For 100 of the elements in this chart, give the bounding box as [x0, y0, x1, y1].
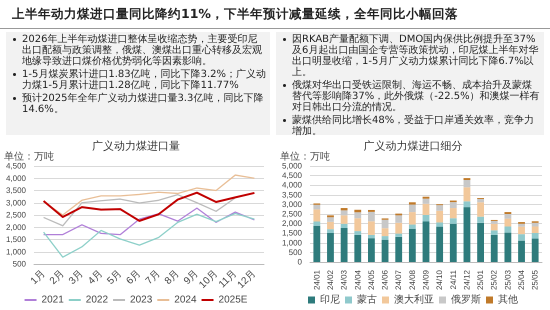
bar [340, 228, 348, 262]
bar [464, 187, 470, 202]
x-tick-label: 24/11 [448, 269, 458, 290]
y-tick-label: 1,500 [6, 235, 27, 244]
bar [395, 234, 402, 237]
bar [450, 218, 457, 224]
bar [532, 226, 539, 234]
bar [504, 218, 512, 226]
bar [422, 221, 430, 262]
bar [313, 209, 320, 222]
bar [313, 204, 320, 210]
y-tick-label: 5,000 [282, 162, 303, 170]
legend-label: 2021 [42, 294, 64, 306]
chart-title: 广义动力煤进口细分 [364, 140, 462, 152]
y-axis-title: 单位：万吨 [4, 150, 54, 162]
bar [395, 222, 402, 234]
bar [490, 224, 498, 230]
bar [464, 207, 470, 262]
line-series [42, 194, 236, 226]
y-tick-label: 2,000 [282, 219, 303, 228]
x-tick-label: 24/04 [353, 269, 362, 290]
y-tick-label: 500 [12, 260, 27, 268]
bar [340, 224, 348, 228]
bar [518, 234, 525, 241]
bar [450, 208, 457, 218]
bar [504, 226, 512, 233]
bar [395, 236, 402, 262]
bar [340, 210, 348, 216]
bar [395, 215, 402, 223]
x-tick-label: 24/05 [366, 269, 376, 290]
bar [422, 204, 430, 215]
y-tick-label: 1,000 [282, 238, 303, 248]
bar [313, 226, 320, 262]
bar [436, 210, 444, 222]
chart-title: 广义动力煤进口量 [92, 140, 180, 152]
y-tick-label: 1,000 [6, 247, 27, 256]
bar [368, 234, 375, 238]
bar [368, 221, 375, 235]
bar [408, 212, 416, 225]
legend-label: 2024 [174, 294, 197, 306]
legend-label: 澳大利亚 [394, 294, 434, 306]
bar [490, 220, 498, 224]
y-tick-label: 4,500 [282, 171, 303, 180]
bar [327, 222, 334, 230]
bar [477, 216, 484, 223]
y-tick-label: 2,500 [282, 210, 303, 218]
bar [436, 222, 444, 227]
text: 预计2025年全年广义动力煤进口量3.3亿吨，同比下降14.6%。 [22, 93, 264, 115]
bar [504, 232, 512, 262]
bar [408, 224, 416, 229]
x-tick-label: 1月 [28, 268, 48, 287]
x-tick-label: 25/03 [503, 269, 512, 290]
y-tick-label: 3,500 [282, 190, 303, 200]
bar [368, 238, 375, 262]
bar [490, 234, 498, 262]
text: 上半年动力煤进口量同比降约11%，下半年预计减量延续，全年同比小幅回落 [12, 6, 458, 23]
bar [422, 198, 430, 204]
text: 因RKAB产量配额下调、DMO国内保供比例提升至37%及6月起出口由国企专营等政策扰动，印尼煤上半年对华出口明显收缩，1-5月广义动力煤累计同比下降6.7%以上。 [292, 34, 540, 78]
x-tick-label: 24/12 [462, 269, 472, 290]
y-axis-title: 单位：万吨 [280, 150, 330, 162]
legend-label: 2022 [86, 294, 108, 306]
bar [464, 201, 470, 208]
bar [450, 202, 457, 208]
bar [408, 228, 416, 262]
bar [436, 226, 444, 262]
x-tick-label: 24/09 [422, 269, 430, 290]
x-tick-label: 24/01 [312, 269, 322, 290]
x-tick-label: 6月 [124, 268, 144, 287]
x-tick-label: 2月 [48, 268, 67, 287]
x-tick-label: 24/07 [394, 269, 404, 290]
bar [518, 240, 525, 262]
x-tick-label: 25/02 [490, 269, 499, 290]
y-tick-label: 1,500 [282, 228, 303, 238]
bar [518, 226, 525, 234]
bar [477, 222, 484, 262]
line-series [42, 212, 256, 258]
bar [504, 214, 512, 219]
bar [340, 215, 348, 224]
y-tick-label: 4,500 [6, 162, 27, 170]
x-tick-label: 24/06 [380, 269, 390, 290]
x-tick-label: 7月 [144, 268, 162, 287]
bar [354, 234, 362, 262]
bar [327, 229, 334, 234]
x-tick-label: 24/02 [326, 269, 335, 290]
bar [313, 221, 320, 226]
x-tick-label: 24/03 [340, 269, 349, 290]
bar [532, 233, 539, 239]
line-series [42, 192, 256, 222]
y-tick-label: 2,000 [6, 222, 27, 232]
line-series [42, 207, 256, 236]
bar [477, 202, 484, 217]
legend-label: 俄罗斯 [451, 294, 481, 306]
bar [382, 228, 388, 236]
x-tick-label: 24/10 [435, 269, 444, 290]
bar [327, 233, 334, 262]
y-tick-label: 0 [298, 258, 303, 266]
legend-label: 蒙古 [357, 294, 377, 306]
x-tick-label: 5月 [105, 268, 124, 287]
bar [382, 220, 388, 228]
legend-label: 印尼 [320, 294, 340, 306]
